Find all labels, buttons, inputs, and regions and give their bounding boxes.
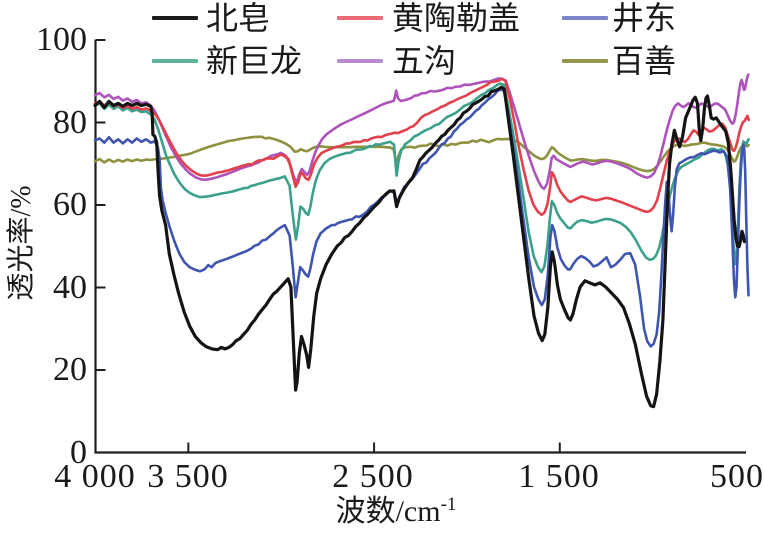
y-tick-0: 0: [70, 434, 87, 471]
axis-tick-marks: [96, 39, 561, 452]
legend-line-jingdong: [562, 16, 608, 20]
x-tick-4000: 4 000: [54, 458, 136, 495]
x-axis-title-superscript: -1: [440, 494, 457, 515]
x-tick-1500: 1 500: [518, 458, 600, 495]
curve-beizao: [93, 85, 747, 409]
y-axis-title: 透光率/%: [6, 185, 37, 301]
legend-label-beizao: 北皂: [206, 0, 271, 36]
x-tick-3500: 3 500: [147, 458, 229, 495]
curve-xinjulong: [93, 82, 751, 274]
legend-line-huangtaolegai: [337, 16, 383, 20]
legend-line-xinjulong: [152, 59, 198, 63]
spectra-curves: [93, 73, 751, 409]
legend-line-wugou: [337, 59, 383, 63]
legend-label-jingdong: 井东: [612, 0, 677, 36]
curve-jingdong: [93, 88, 750, 348]
legend-label-baishan: 百善: [612, 43, 677, 79]
axis-lines: [94, 39, 746, 454]
y-tick-40: 40: [53, 269, 87, 306]
y-tick-80: 80: [53, 104, 87, 141]
x-axis-title: 波数/cm-1: [246, 492, 546, 532]
y-tick-100: 100: [36, 21, 87, 58]
y-tick-60: 60: [53, 186, 87, 223]
y-tick-20: 20: [53, 351, 87, 388]
legend-label-huangtaolegai: 黄陶勒盖: [392, 0, 521, 36]
curve-wugou: [93, 73, 750, 191]
legend-line-baishan: [562, 59, 608, 63]
legend-line-beizao: [152, 16, 198, 20]
x-axis-title-base: 波数/cm: [335, 495, 441, 528]
legend-label-wugou: 五沟: [392, 43, 457, 79]
x-tick-500: 500: [710, 458, 764, 495]
legend-label-xinjulong: 新巨龙: [206, 43, 303, 79]
x-tick-2500: 2 500: [332, 458, 414, 495]
